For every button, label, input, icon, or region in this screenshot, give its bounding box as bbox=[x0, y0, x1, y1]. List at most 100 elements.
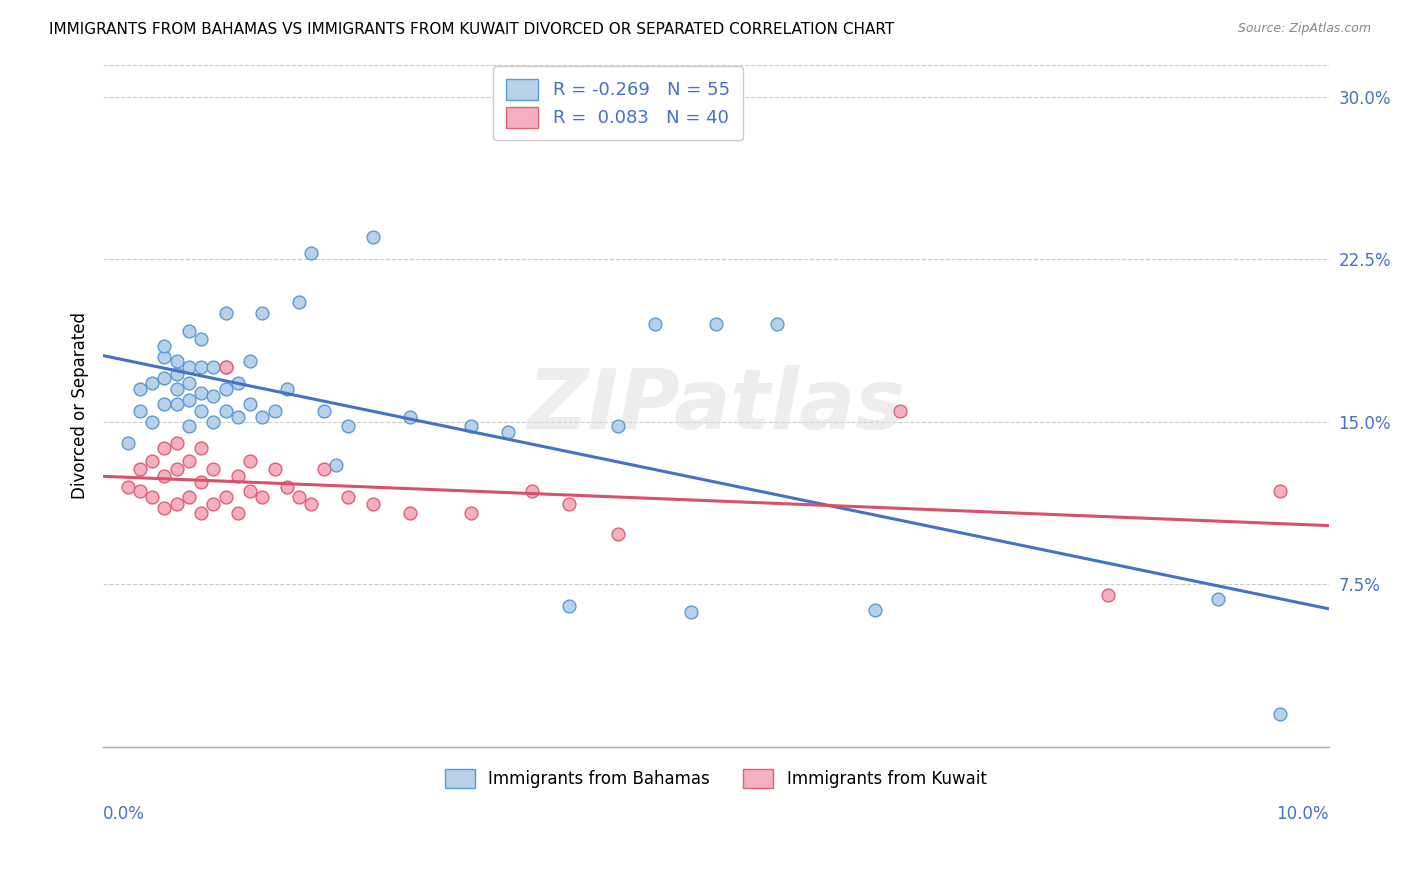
Point bbox=[239, 397, 262, 411]
Point bbox=[644, 317, 666, 331]
Text: 10.0%: 10.0% bbox=[1277, 805, 1329, 823]
Point bbox=[166, 354, 188, 368]
Point bbox=[177, 392, 200, 407]
Text: Source: ZipAtlas.com: Source: ZipAtlas.com bbox=[1237, 22, 1371, 36]
Point bbox=[361, 497, 384, 511]
Point bbox=[177, 324, 200, 338]
Point bbox=[337, 491, 360, 505]
Point bbox=[681, 605, 703, 619]
Point bbox=[177, 453, 200, 467]
Point bbox=[226, 410, 249, 425]
Point bbox=[166, 382, 188, 396]
Point bbox=[141, 453, 163, 467]
Point bbox=[263, 462, 285, 476]
Point bbox=[239, 453, 262, 467]
Point bbox=[239, 483, 262, 498]
Point bbox=[166, 436, 188, 450]
Point bbox=[276, 382, 298, 396]
Point bbox=[202, 462, 225, 476]
Point bbox=[215, 491, 238, 505]
Point bbox=[190, 441, 212, 455]
Point bbox=[1268, 483, 1291, 498]
Point bbox=[166, 462, 188, 476]
Point bbox=[190, 332, 212, 346]
Point bbox=[460, 418, 482, 433]
Point bbox=[166, 397, 188, 411]
Text: IMMIGRANTS FROM BAHAMAS VS IMMIGRANTS FROM KUWAIT DIVORCED OR SEPARATED CORRELAT: IMMIGRANTS FROM BAHAMAS VS IMMIGRANTS FR… bbox=[49, 22, 894, 37]
Point bbox=[153, 501, 176, 516]
Point bbox=[190, 386, 212, 401]
Point bbox=[177, 376, 200, 390]
Point bbox=[301, 245, 323, 260]
Point bbox=[606, 418, 628, 433]
Text: ZIPatlas: ZIPatlas bbox=[527, 365, 905, 446]
Point bbox=[117, 480, 139, 494]
Point bbox=[153, 468, 176, 483]
Point bbox=[215, 360, 238, 375]
Point bbox=[128, 462, 150, 476]
Point bbox=[215, 382, 238, 396]
Point bbox=[177, 418, 200, 433]
Point bbox=[153, 350, 176, 364]
Point bbox=[153, 441, 176, 455]
Point bbox=[889, 403, 911, 417]
Point bbox=[606, 527, 628, 541]
Point bbox=[153, 397, 176, 411]
Point bbox=[252, 306, 274, 320]
Point bbox=[177, 360, 200, 375]
Point bbox=[496, 425, 519, 440]
Point bbox=[288, 491, 311, 505]
Point bbox=[166, 497, 188, 511]
Point bbox=[141, 491, 163, 505]
Y-axis label: Divorced or Separated: Divorced or Separated bbox=[72, 312, 89, 499]
Point bbox=[141, 415, 163, 429]
Point bbox=[460, 506, 482, 520]
Point bbox=[128, 382, 150, 396]
Point bbox=[190, 360, 212, 375]
Point bbox=[202, 360, 225, 375]
Point bbox=[520, 483, 543, 498]
Point bbox=[252, 491, 274, 505]
Point bbox=[398, 506, 420, 520]
Point bbox=[128, 403, 150, 417]
Point bbox=[325, 458, 347, 472]
Point bbox=[766, 317, 789, 331]
Point bbox=[288, 295, 311, 310]
Point bbox=[239, 354, 262, 368]
Point bbox=[558, 599, 581, 613]
Point bbox=[190, 403, 212, 417]
Point bbox=[153, 371, 176, 385]
Point bbox=[1097, 588, 1119, 602]
Point bbox=[1268, 707, 1291, 722]
Point bbox=[1208, 592, 1230, 607]
Point bbox=[398, 410, 420, 425]
Point bbox=[301, 497, 323, 511]
Point bbox=[153, 339, 176, 353]
Point bbox=[312, 403, 335, 417]
Point bbox=[202, 388, 225, 402]
Point bbox=[252, 410, 274, 425]
Point bbox=[190, 506, 212, 520]
Point bbox=[558, 497, 581, 511]
Point bbox=[215, 360, 238, 375]
Point bbox=[117, 436, 139, 450]
Legend: Immigrants from Bahamas, Immigrants from Kuwait: Immigrants from Bahamas, Immigrants from… bbox=[433, 757, 998, 800]
Point bbox=[704, 317, 727, 331]
Point bbox=[141, 376, 163, 390]
Point bbox=[166, 367, 188, 381]
Point bbox=[128, 483, 150, 498]
Point bbox=[215, 403, 238, 417]
Point bbox=[337, 418, 360, 433]
Point bbox=[276, 480, 298, 494]
Point bbox=[215, 306, 238, 320]
Point bbox=[312, 462, 335, 476]
Point bbox=[190, 475, 212, 490]
Text: 0.0%: 0.0% bbox=[103, 805, 145, 823]
Point bbox=[263, 403, 285, 417]
Point bbox=[226, 376, 249, 390]
Point bbox=[202, 497, 225, 511]
Point bbox=[863, 603, 886, 617]
Point bbox=[226, 506, 249, 520]
Point bbox=[226, 468, 249, 483]
Point bbox=[202, 415, 225, 429]
